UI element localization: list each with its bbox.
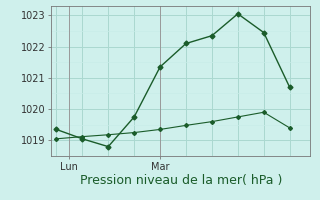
X-axis label: Pression niveau de la mer( hPa ): Pression niveau de la mer( hPa ) (80, 174, 282, 187)
